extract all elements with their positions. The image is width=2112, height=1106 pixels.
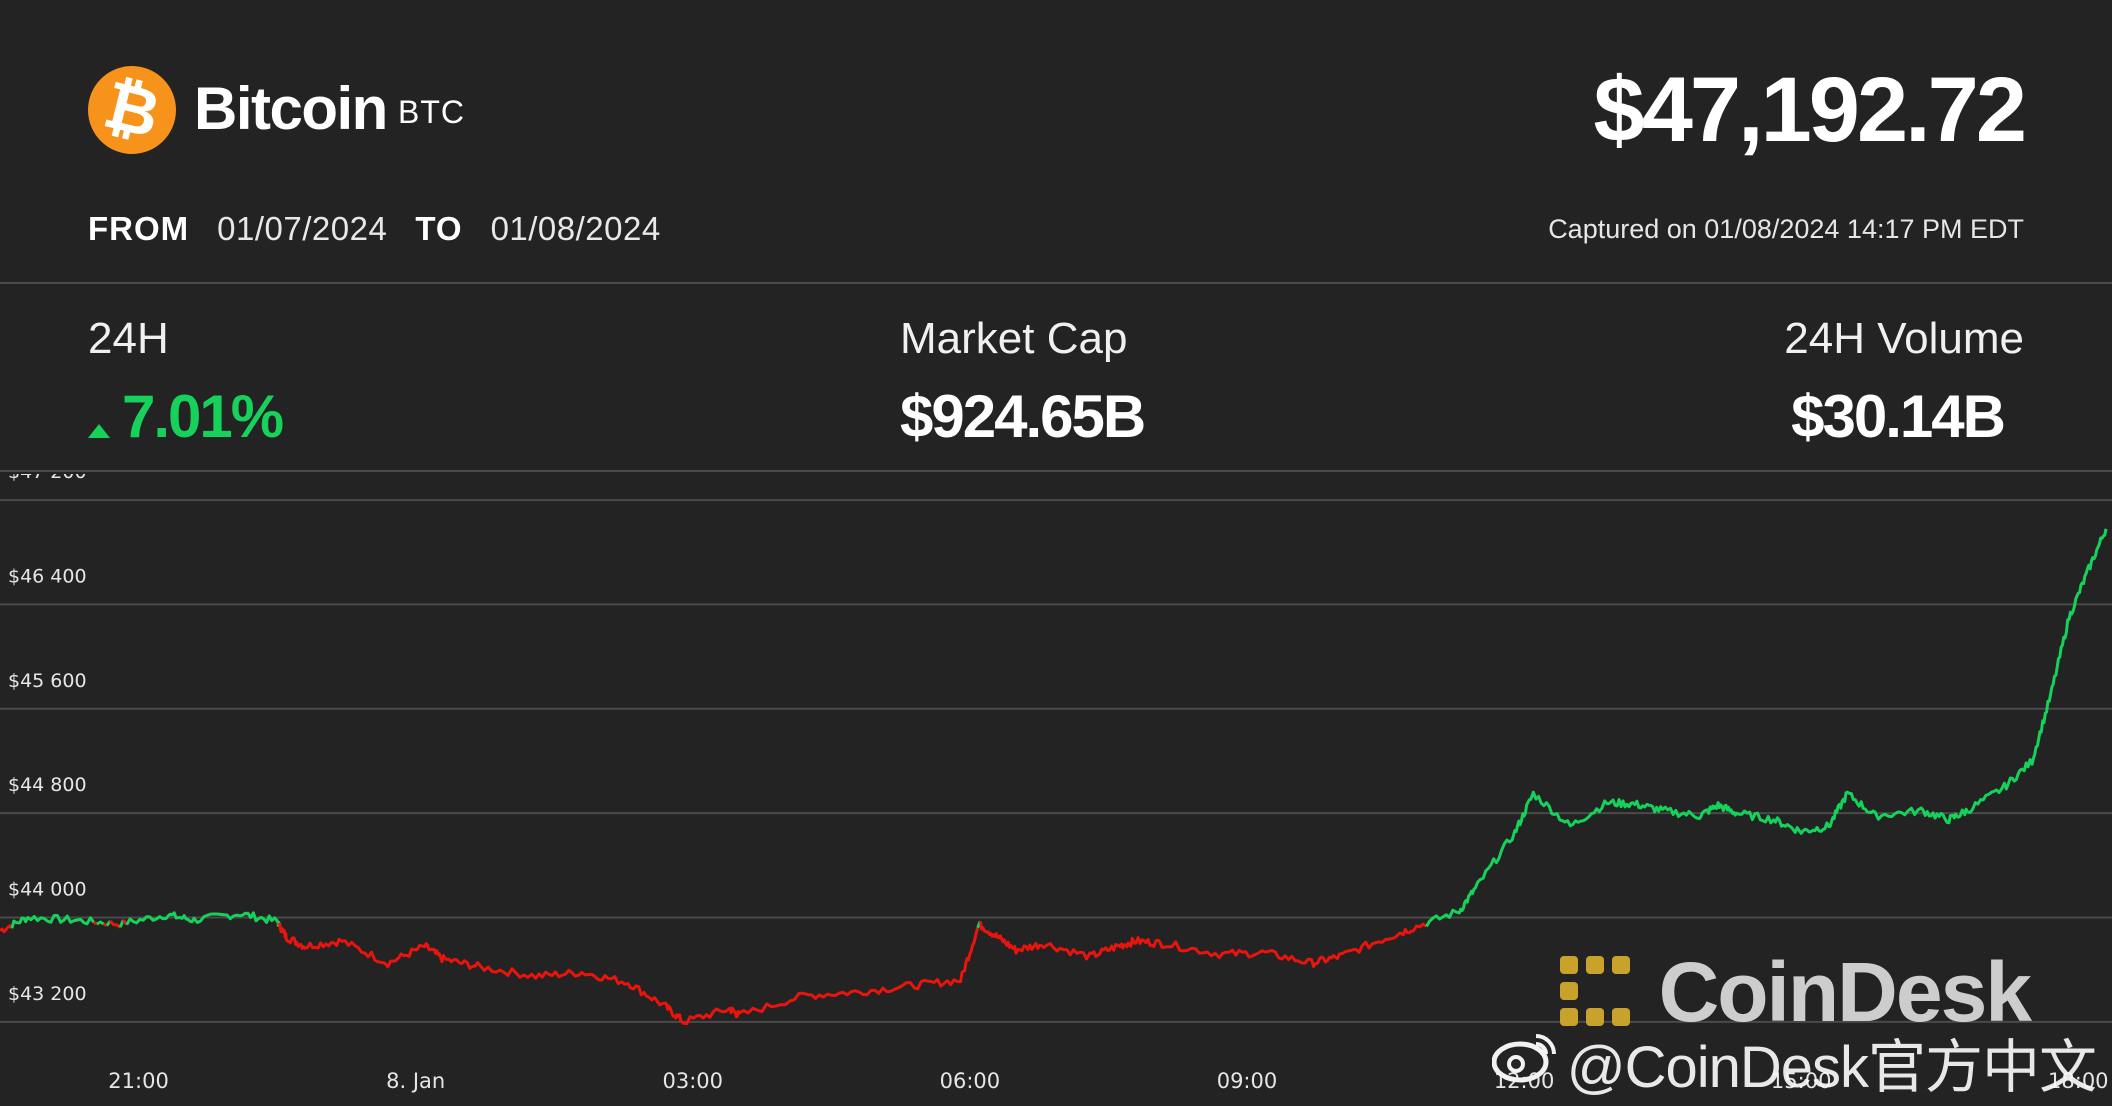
x-tick-label: 15:00 <box>1771 1069 1832 1093</box>
price-line-segment <box>978 921 1428 969</box>
y-tick-label: $47 200 <box>8 474 87 483</box>
y-tick-label: $45 600 <box>8 670 87 692</box>
from-label: FROM <box>88 210 190 247</box>
captured-timestamp: Captured on 01/08/2024 14:17 PM EDT <box>1548 214 2024 244</box>
price-line-segment <box>102 922 108 927</box>
price-line-segment <box>10 914 95 929</box>
coin-symbol: BTC <box>398 94 465 130</box>
change-value: 7.01% <box>122 383 284 450</box>
bitcoin-icon: ₿ <box>88 66 176 154</box>
volume-label: 24H Volume <box>1784 314 2024 363</box>
x-tick-labels: 21:00 8. Jan 03:00 06:00 09:00 12:00 15:00 18:0… <box>108 1069 2108 1093</box>
y-tick-label: $43 200 <box>8 983 87 1005</box>
coin-name: Bitcoin <box>194 75 388 142</box>
x-tick-label: 06:00 <box>940 1069 1001 1093</box>
price-line-segment <box>278 922 980 1026</box>
x-tick-label: 03:00 <box>662 1069 723 1093</box>
y-tick-labels: $43 200 $44 000 $44 800 $45 600 $46 400 $47 2… <box>8 474 87 1005</box>
grid-layer <box>0 499 2112 1023</box>
from-date: 01/07/2024 <box>217 210 388 247</box>
x-tick-label: 18:00 <box>2048 1069 2109 1093</box>
to-date: 01/08/2024 <box>490 210 661 247</box>
up-arrow-icon <box>88 424 110 438</box>
x-tick-label: 8. Jan <box>386 1069 445 1093</box>
date-range: FROM 01/07/2024 TO 01/08/2024 <box>88 210 689 248</box>
bitcoin-logo-glyph: ₿ <box>96 65 168 154</box>
price-line-segment <box>109 919 121 929</box>
price-line-segment <box>0 924 14 934</box>
price-line-segment <box>1425 528 2108 928</box>
x-tick-label: 21:00 <box>108 1069 169 1093</box>
price-line-segment <box>92 920 98 926</box>
y-tick-label: $46 400 <box>8 565 87 587</box>
volume-value: $30.14B <box>1791 383 2006 450</box>
price-line-segment <box>125 911 280 926</box>
market-cap-value: $924.65B <box>900 383 1146 450</box>
price-line-segment <box>96 920 105 926</box>
current-price: $47,192.72 <box>1593 59 2027 161</box>
weibo-handle-watermark: @CoinDesk官方中文 <box>1566 1035 2097 1100</box>
to-label: TO <box>415 210 463 247</box>
x-tick-label: 09:00 <box>1217 1069 1278 1093</box>
price-chart: $43 200 $44 000 $44 800 $45 600 $46 400 $47 2… <box>0 474 2112 1093</box>
stats-divider <box>0 470 2112 472</box>
price-line-layer <box>0 528 2108 1026</box>
market-cap-label: Market Cap <box>900 314 1128 363</box>
coindesk-watermark: CoinDesk <box>1658 945 2032 1039</box>
y-tick-label: $44 800 <box>8 774 87 796</box>
change-label: 24H <box>88 314 169 363</box>
weibo-icon <box>1492 1034 1556 1083</box>
coindesk-logo-icon <box>1560 956 1630 1026</box>
y-tick-label: $44 000 <box>8 878 87 900</box>
header-divider <box>0 282 2112 284</box>
